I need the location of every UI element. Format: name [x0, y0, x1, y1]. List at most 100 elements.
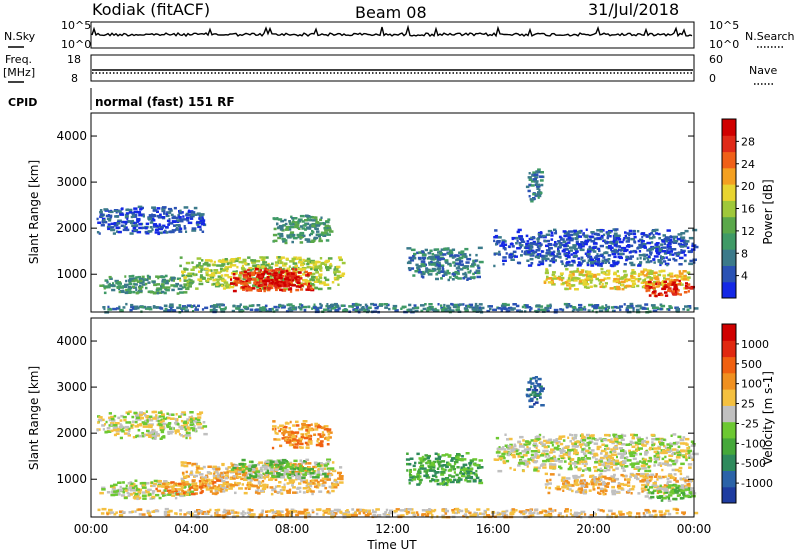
echo-cell: [452, 305, 457, 309]
echo-cell: [316, 473, 320, 477]
echo-cell: [213, 471, 216, 474]
echo-cell: [603, 258, 608, 262]
echo-cell: [587, 309, 591, 312]
echo-cell: [247, 485, 252, 489]
echo-cell: [201, 221, 204, 224]
echo-cell: [293, 439, 297, 443]
echo-cell: [328, 264, 333, 267]
echo-cell: [678, 279, 681, 283]
echo-cell: [555, 230, 557, 233]
echo-cell: [297, 221, 300, 224]
echo-cell: [333, 271, 337, 274]
echo-cell: [465, 476, 470, 479]
echo-cell: [167, 430, 172, 434]
echo-cell: [565, 268, 569, 271]
echo-cell: [189, 411, 194, 414]
echo-cell: [101, 424, 105, 427]
echo-cell: [194, 417, 199, 420]
echo-cell: [326, 436, 330, 440]
echo-region: [96, 205, 207, 236]
echo-cell: [467, 466, 470, 470]
echo-cell: [232, 289, 237, 293]
echo-cell: [424, 454, 428, 457]
echo-cell: [674, 248, 677, 251]
echo-cell: [521, 305, 525, 309]
echo-cell: [547, 281, 552, 284]
echo-cell: [188, 487, 192, 491]
echo-cell: [580, 258, 583, 261]
echo-cell: [639, 238, 642, 242]
echo-cell: [674, 284, 678, 287]
echo-cell: [201, 230, 205, 233]
echo-cell: [185, 421, 189, 424]
echo-cell: [314, 425, 317, 428]
echo-cell: [155, 493, 160, 497]
echo-cell: [604, 282, 608, 285]
echo-region: [271, 420, 333, 450]
echo-cell: [359, 308, 364, 311]
echo-cell: [598, 282, 601, 285]
echo-cell: [264, 465, 268, 468]
echo-cell: [272, 425, 277, 428]
echo-cell: [273, 460, 278, 463]
echo-cell: [129, 232, 134, 235]
echo-cell: [297, 477, 302, 481]
echo-cell: [616, 455, 618, 459]
echo-cell: [128, 410, 132, 413]
echo-cell: [653, 261, 656, 264]
echo-cell: [562, 281, 566, 285]
echo-cell: [566, 284, 570, 287]
echo-cell: [217, 476, 220, 479]
echo-cell: [423, 470, 429, 473]
echo-cell: [414, 461, 417, 465]
colorbar-tick-label: 8: [741, 247, 748, 260]
echo-cell: [248, 278, 252, 281]
echo-cell: [582, 233, 585, 236]
echo-cell: [642, 268, 647, 271]
echo-cell: [443, 271, 449, 274]
echo-cell: [185, 309, 189, 313]
echo-cell: [299, 464, 303, 468]
echo-cell: [268, 284, 273, 287]
echo-cell: [523, 252, 527, 255]
echo-cell: [122, 220, 128, 224]
echo-cell: [619, 305, 623, 308]
echo-cell: [455, 258, 459, 262]
echo-cell: [236, 482, 241, 485]
echo-cell: [130, 215, 133, 219]
echo-cell: [277, 256, 281, 259]
echo-cell: [164, 287, 168, 291]
echo-cell: [102, 428, 105, 431]
echo-cell: [510, 258, 515, 261]
echo-cell: [299, 446, 304, 449]
echo-cell: [508, 306, 513, 310]
echo-cell: [259, 474, 263, 477]
echo-cell: [273, 467, 279, 470]
echo-cell: [619, 252, 623, 256]
echo-cell: [248, 304, 254, 308]
echo-cell: [622, 270, 627, 273]
echo-cell: [431, 252, 435, 256]
echo-cell: [598, 249, 601, 253]
echo-cell: [183, 291, 188, 294]
echo-cell: [274, 278, 279, 281]
echo-cell: [576, 267, 579, 271]
echo-cell: [319, 442, 323, 445]
echo-cell: [304, 238, 310, 241]
echo-cell: [431, 474, 437, 478]
echo-cell: [448, 252, 454, 256]
echo-cell: [175, 413, 178, 416]
echo-cell: [314, 227, 319, 231]
echo-cell: [119, 436, 123, 440]
echo-cell: [426, 461, 430, 464]
echo-cell: [502, 259, 507, 262]
echo-cell: [586, 283, 590, 286]
echo-cell: [138, 434, 143, 438]
echo-cell: [440, 257, 445, 261]
echo-cell: [242, 258, 247, 262]
echo-cell: [299, 236, 303, 239]
echo-cell: [664, 294, 669, 297]
echo-cell: [180, 419, 184, 423]
echo-cell: [169, 430, 174, 433]
echo-cell: [301, 433, 304, 437]
